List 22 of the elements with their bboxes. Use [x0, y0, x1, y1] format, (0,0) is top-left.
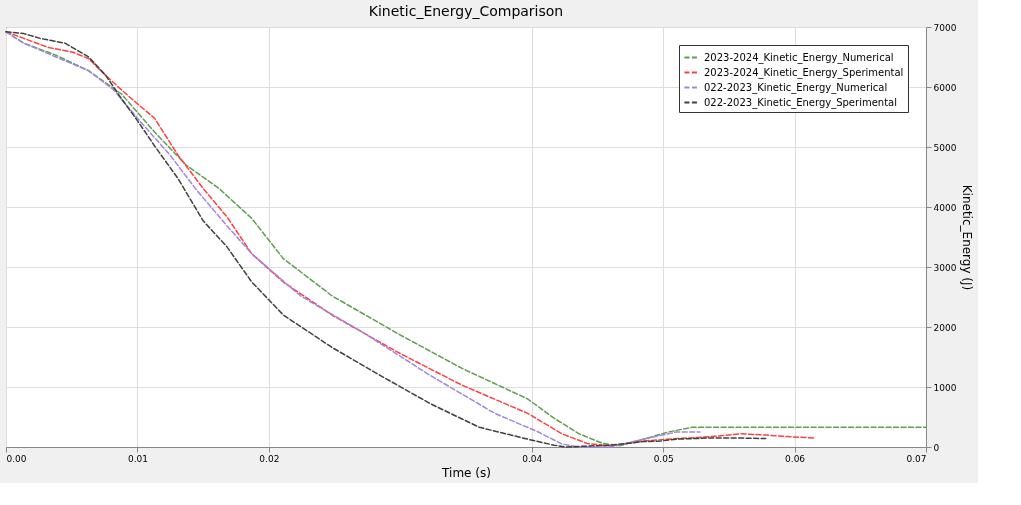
y-tick-label: 5000 — [933, 142, 957, 153]
x-axis-title: Time (s) — [441, 465, 491, 480]
x-tick-label: 0.02 — [259, 453, 280, 464]
x-tick-label: 0.04 — [522, 453, 543, 464]
x-tick-label: 0.06 — [785, 453, 806, 464]
x-tick-label: 0.07 — [906, 453, 927, 464]
legend-label: 022-2023_Kinetic_Energy_Numerical — [704, 81, 888, 94]
legend-label: 2023-2024_Kinetic_Energy_Numerical — [704, 51, 894, 64]
y-tick-label: 2000 — [933, 322, 957, 333]
y-tick-label: 7000 — [933, 22, 957, 33]
y-axis-title: Kinetic_Energy (J) — [960, 184, 975, 291]
legend-label: 022-2023_Kinetic_Energy_Sperimental — [704, 96, 897, 109]
x-tick-label: 0.00 — [6, 453, 27, 464]
y-tick-label: 0 — [933, 442, 940, 453]
y-tick-label: 6000 — [933, 82, 957, 93]
y-tick-label: 1000 — [933, 382, 957, 393]
y-tick-label: 3000 — [933, 262, 957, 273]
x-tick-label: 0.05 — [653, 453, 674, 464]
chart-title: Kinetic_Energy_Comparison — [368, 3, 564, 19]
y-tick-label: 4000 — [933, 202, 957, 213]
legend-label: 2023-2024_Kinetic_Energy_Sperimental — [704, 66, 904, 79]
x-tick-label: 0.01 — [127, 453, 148, 464]
